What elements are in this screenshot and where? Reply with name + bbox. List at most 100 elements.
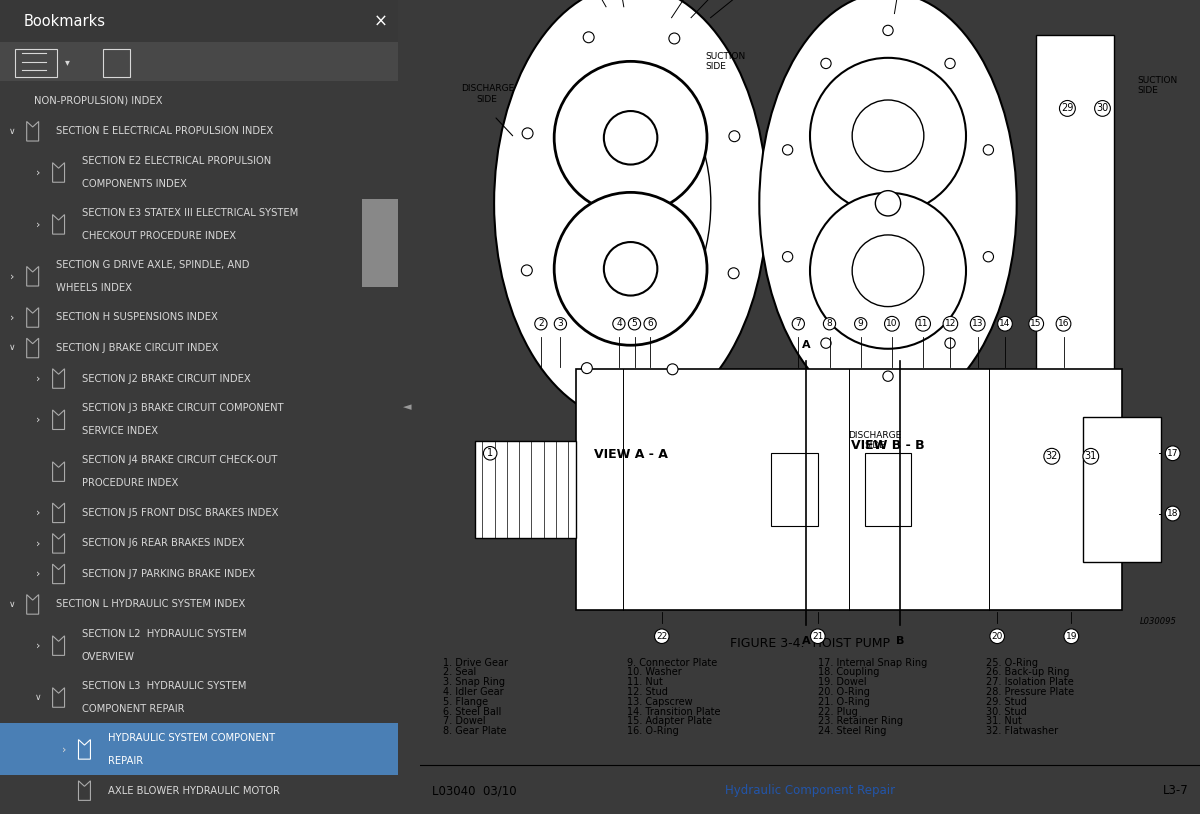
Circle shape xyxy=(583,32,594,43)
Text: 14. Transition Plate: 14. Transition Plate xyxy=(626,707,720,716)
Text: VIEW A - A: VIEW A - A xyxy=(594,448,667,461)
Bar xyxy=(865,453,912,526)
Text: ∨: ∨ xyxy=(8,127,16,136)
Circle shape xyxy=(983,145,994,155)
Text: 14: 14 xyxy=(1000,319,1010,328)
Circle shape xyxy=(554,192,707,345)
Text: ▾: ▾ xyxy=(65,57,70,67)
Bar xyxy=(0,724,398,775)
Text: 7: 7 xyxy=(796,319,802,328)
Text: NON-PROPULSION) INDEX: NON-PROPULSION) INDEX xyxy=(34,96,162,106)
Text: ›: › xyxy=(10,271,14,282)
Circle shape xyxy=(782,252,793,262)
Bar xyxy=(362,199,398,287)
Text: 17: 17 xyxy=(1166,449,1178,457)
Text: 13. Capscrew: 13. Capscrew xyxy=(626,697,692,707)
Text: 19. Dowel: 19. Dowel xyxy=(818,677,866,687)
Text: 25. O-Ring: 25. O-Ring xyxy=(985,658,1038,667)
Text: L030095: L030095 xyxy=(1140,617,1177,627)
Text: ›: › xyxy=(36,538,40,549)
Text: 22. Plug: 22. Plug xyxy=(818,707,858,716)
Circle shape xyxy=(944,59,955,68)
Bar xyxy=(772,453,818,526)
Text: ∨: ∨ xyxy=(35,693,41,702)
Text: 9. Connector Plate: 9. Connector Plate xyxy=(626,658,716,667)
Text: ×: × xyxy=(373,12,388,30)
Ellipse shape xyxy=(494,0,767,422)
Text: ›: › xyxy=(36,414,40,425)
Text: 26. Back-up Ring: 26. Back-up Ring xyxy=(985,667,1069,677)
Circle shape xyxy=(554,61,707,214)
Text: Bookmarks: Bookmarks xyxy=(24,14,106,28)
Text: 29. Stud: 29. Stud xyxy=(985,697,1026,707)
FancyBboxPatch shape xyxy=(1037,35,1115,372)
Text: 29: 29 xyxy=(1061,103,1074,113)
Bar xyxy=(0,42,398,81)
Text: 12: 12 xyxy=(944,319,956,328)
Text: SECTION J BRAKE CIRCUIT INDEX: SECTION J BRAKE CIRCUIT INDEX xyxy=(55,343,218,353)
Text: 16. O-Ring: 16. O-Ring xyxy=(626,726,678,736)
Text: ›: › xyxy=(36,219,40,230)
Text: ›: › xyxy=(36,168,40,177)
Bar xyxy=(1084,417,1162,562)
Text: ∨: ∨ xyxy=(8,344,16,352)
Text: B: B xyxy=(895,340,904,350)
Text: 32. Flatwasher: 32. Flatwasher xyxy=(985,726,1057,736)
Circle shape xyxy=(821,59,832,68)
Text: SECTION L3  HYDRAULIC SYSTEM: SECTION L3 HYDRAULIC SYSTEM xyxy=(82,681,246,691)
Circle shape xyxy=(821,338,832,348)
Text: DISCHARGE
SIDE: DISCHARGE SIDE xyxy=(848,431,901,450)
Circle shape xyxy=(782,145,793,155)
Text: ∨: ∨ xyxy=(8,600,16,609)
Text: ◄: ◄ xyxy=(403,402,412,412)
Text: 30. Stud: 30. Stud xyxy=(985,707,1026,716)
Text: 28. Pressure Plate: 28. Pressure Plate xyxy=(985,687,1074,697)
Text: SERVICE INDEX: SERVICE INDEX xyxy=(82,427,157,436)
Text: COMPONENTS INDEX: COMPONENTS INDEX xyxy=(82,179,186,189)
Text: PROCEDURE INDEX: PROCEDURE INDEX xyxy=(82,478,178,488)
Text: ›: › xyxy=(10,313,14,322)
Text: FIGURE 3-4.  HOIST PUMP: FIGURE 3-4. HOIST PUMP xyxy=(730,637,890,650)
Text: SECTION J6 REAR BRAKES INDEX: SECTION J6 REAR BRAKES INDEX xyxy=(82,538,245,549)
Circle shape xyxy=(728,131,740,142)
Text: L03040  03/10: L03040 03/10 xyxy=(432,785,516,797)
Text: 16: 16 xyxy=(1057,319,1069,328)
Text: 30: 30 xyxy=(1097,103,1109,113)
Text: 18. Coupling: 18. Coupling xyxy=(818,667,880,677)
Bar xyxy=(576,369,1122,610)
Circle shape xyxy=(810,193,966,348)
Text: 2. Seal: 2. Seal xyxy=(444,667,476,677)
Text: SECTION L2  HYDRAULIC SYSTEM: SECTION L2 HYDRAULIC SYSTEM xyxy=(82,629,246,639)
Text: 24. Steel Ring: 24. Steel Ring xyxy=(818,726,886,736)
Text: SECTION E3 STATEX III ELECTRICAL SYSTEM: SECTION E3 STATEX III ELECTRICAL SYSTEM xyxy=(82,208,298,218)
Text: SECTION J2 BRAKE CIRCUIT INDEX: SECTION J2 BRAKE CIRCUIT INDEX xyxy=(82,374,251,383)
Text: SECTION J4 BRAKE CIRCUIT CHECK-OUT: SECTION J4 BRAKE CIRCUIT CHECK-OUT xyxy=(82,455,277,465)
Text: HYDRAULIC SYSTEM COMPONENT: HYDRAULIC SYSTEM COMPONENT xyxy=(108,733,275,743)
Circle shape xyxy=(883,25,893,36)
Text: 21: 21 xyxy=(812,632,823,641)
Text: 27. Isolation Plate: 27. Isolation Plate xyxy=(985,677,1073,687)
Text: 2: 2 xyxy=(538,319,544,328)
Text: SECTION E2 ELECTRICAL PROPULSION: SECTION E2 ELECTRICAL PROPULSION xyxy=(82,156,271,166)
Circle shape xyxy=(728,268,739,278)
Text: Hydraulic Component Repair: Hydraulic Component Repair xyxy=(725,785,895,797)
Text: 10. Washer: 10. Washer xyxy=(626,667,682,677)
Circle shape xyxy=(883,371,893,381)
Text: AXLE BLOWER HYDRAULIC MOTOR: AXLE BLOWER HYDRAULIC MOTOR xyxy=(108,786,280,795)
Text: REPAIR: REPAIR xyxy=(108,756,143,766)
Text: 23. Retainer Ring: 23. Retainer Ring xyxy=(818,716,902,726)
Bar xyxy=(475,441,576,537)
Circle shape xyxy=(667,364,678,374)
Text: 15: 15 xyxy=(1031,319,1042,328)
Text: ›: › xyxy=(36,508,40,518)
Circle shape xyxy=(522,128,533,139)
Text: CHECKOUT PROCEDURE INDEX: CHECKOUT PROCEDURE INDEX xyxy=(82,231,235,241)
Circle shape xyxy=(582,363,593,374)
Text: SUCTION
SIDE: SUCTION SIDE xyxy=(1138,76,1178,95)
Text: 5: 5 xyxy=(631,319,637,328)
Text: SECTION L HYDRAULIC SYSTEM INDEX: SECTION L HYDRAULIC SYSTEM INDEX xyxy=(55,599,245,610)
Text: VIEW B - B: VIEW B - B xyxy=(851,440,925,453)
Text: 20: 20 xyxy=(991,632,1003,641)
Text: 31: 31 xyxy=(1085,451,1097,462)
Text: SECTION G DRIVE AXLE, SPINDLE, AND: SECTION G DRIVE AXLE, SPINDLE, AND xyxy=(55,260,250,269)
